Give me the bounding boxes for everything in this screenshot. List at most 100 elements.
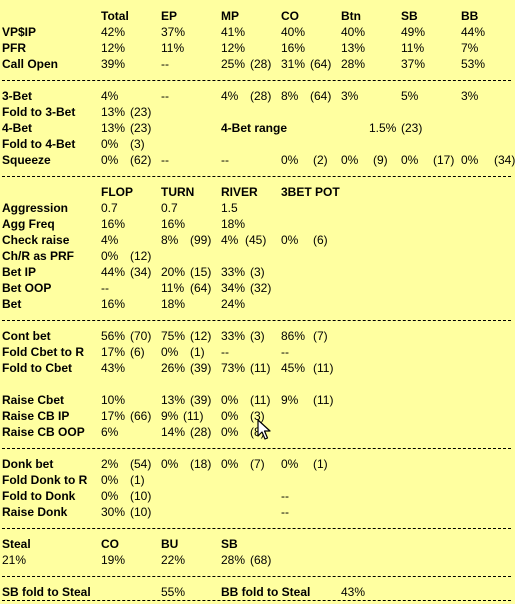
stat-value: 19%	[101, 553, 126, 567]
stat-value: --	[161, 153, 169, 167]
stat-label: CO	[281, 9, 299, 23]
stat-label: CO	[101, 537, 119, 551]
stat-value: 17%	[101, 345, 126, 359]
stat-label: Call Open	[2, 57, 59, 71]
stat-value: 12%	[101, 41, 126, 55]
stat-value: 18%	[161, 297, 186, 311]
stat-value: 21%	[2, 553, 27, 567]
stat-value: 5%	[401, 89, 419, 103]
stat-value: 44%	[461, 25, 486, 39]
stat-label: PFR	[2, 41, 26, 55]
stats-row: Cont bet 56% (70) 75% (12) 33% (3) 86% (7)	[0, 328, 515, 344]
stat-value: (11)	[313, 393, 334, 407]
stat-value: (6)	[313, 233, 328, 247]
stat-value: 43%	[341, 585, 366, 599]
stat-value: 26%	[161, 361, 186, 375]
stat-value: 17%	[101, 409, 126, 423]
stat-value: (1)	[190, 345, 205, 359]
stat-value: 0%	[221, 457, 239, 471]
stat-value: (28)	[250, 57, 272, 71]
stat-value: (1)	[313, 457, 328, 471]
stats-row: Call Open 39% -- 25% (28) 31% (64) 28% 37% 53%	[0, 56, 515, 72]
stat-label: Steal	[2, 537, 31, 551]
stats-row: Fold Donk to R 0% (1)	[0, 472, 515, 488]
stat-value: (11)	[250, 393, 271, 407]
stat-value: 13%	[341, 41, 366, 55]
stats-row: Raise CB IP 17% (66) 9% (11) 0% (3)	[0, 408, 515, 424]
stat-value: (28)	[250, 89, 272, 103]
stat-label: TURN	[161, 185, 195, 199]
stat-value: 73%	[221, 361, 246, 375]
stat-value: 0%	[401, 153, 419, 167]
stats-row: Raise CB OOP 6% 14% (28) 0% (8)	[0, 424, 515, 440]
stat-value: 4%	[101, 89, 119, 103]
mouse-pointer-icon	[257, 419, 271, 440]
stat-value: 0%	[101, 153, 119, 167]
stat-value: 20%	[161, 265, 186, 279]
stat-value: 25%	[221, 57, 246, 71]
stats-row: Agg Freq 16% 16% 18%	[0, 216, 515, 232]
stat-value: 41%	[221, 25, 246, 39]
stat-value: 16%	[161, 217, 186, 231]
section-divider	[2, 448, 511, 449]
stat-label: 3-Bet	[2, 89, 33, 103]
stat-value: (62)	[130, 153, 152, 167]
stat-value: 13%	[161, 393, 186, 407]
stat-value: 2%	[101, 457, 119, 471]
stat-label: RIVER	[221, 185, 258, 199]
stat-value: 0%	[161, 345, 179, 359]
stats-row: PFR 12% 11% 12% 16% 13% 11% 7%	[0, 40, 515, 56]
stats-row: Raise Cbet 10% 13% (39) 0% (11) 9% (11)	[0, 392, 515, 408]
stat-value: 40%	[341, 25, 366, 39]
stat-value: (10)	[130, 489, 152, 503]
stat-label: Bet	[2, 297, 22, 311]
stats-row: Total EP MP CO Btn SB BB	[0, 8, 515, 24]
stats-row: Check raise 4% 8% (99) 4% (45) 0% (6)	[0, 232, 515, 248]
stat-value: (28)	[190, 425, 212, 439]
stat-value: 10%	[101, 393, 126, 407]
stat-value: 75%	[161, 329, 186, 343]
stat-value: (7)	[250, 457, 265, 471]
stat-value: 45%	[281, 361, 306, 375]
stat-value: 14%	[161, 425, 186, 439]
stat-value: 9%	[281, 393, 299, 407]
stat-label: Raise CB OOP	[2, 425, 85, 439]
stats-row: Fold Cbet to R 17% (6) 0% (1) -- --	[0, 344, 515, 360]
stat-label: EP	[161, 9, 178, 23]
stat-value: --	[101, 281, 109, 295]
stat-value: 28%	[341, 57, 366, 71]
stat-value: (12)	[130, 249, 152, 263]
stat-value: 16%	[281, 41, 306, 55]
stat-label: 4-Bet	[2, 121, 33, 135]
stat-value: 1.5%	[369, 121, 397, 135]
stat-value: 53%	[461, 57, 486, 71]
stat-value: (11)	[313, 361, 334, 375]
stat-label: MP	[221, 9, 239, 23]
stat-label: BU	[161, 537, 179, 551]
stat-value: 11%	[401, 41, 425, 55]
stat-value: 0.7	[161, 201, 178, 215]
stat-label: Fold Cbet to R	[2, 345, 84, 359]
stat-value: 16%	[101, 217, 126, 231]
stat-value: 13%	[101, 105, 126, 119]
stat-value: 0%	[461, 153, 479, 167]
stat-value: (2)	[313, 153, 328, 167]
stat-value: 7%	[461, 41, 479, 55]
stat-value: (7)	[313, 329, 328, 343]
stat-value: --	[221, 153, 229, 167]
stat-label: Aggression	[2, 201, 69, 215]
stat-value: 42%	[101, 25, 126, 39]
stat-value: (15)	[190, 265, 212, 279]
stat-value: 3%	[461, 89, 479, 103]
stat-label: Raise Donk	[2, 505, 68, 519]
stat-value: (3)	[250, 265, 265, 279]
stat-value: 24%	[221, 297, 246, 311]
stat-label: BB fold to Steal	[221, 585, 311, 599]
stats-row: Fold to 4-Bet 0% (3)	[0, 136, 515, 152]
stat-value: 33%	[221, 329, 246, 343]
stat-value: (32)	[250, 281, 272, 295]
section-divider	[2, 600, 511, 601]
stat-value: (18)	[190, 457, 212, 471]
stats-row: Steal CO BU SB	[0, 536, 515, 552]
stat-value: (64)	[190, 281, 212, 295]
